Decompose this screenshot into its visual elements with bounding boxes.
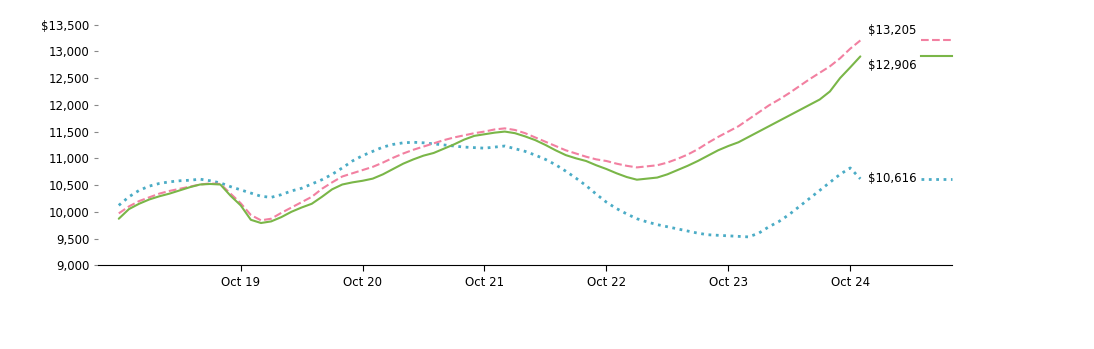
Text: $13,205: $13,205 bbox=[869, 24, 917, 37]
Text: $10,616: $10,616 bbox=[869, 172, 917, 185]
Text: $12,906: $12,906 bbox=[869, 59, 917, 72]
